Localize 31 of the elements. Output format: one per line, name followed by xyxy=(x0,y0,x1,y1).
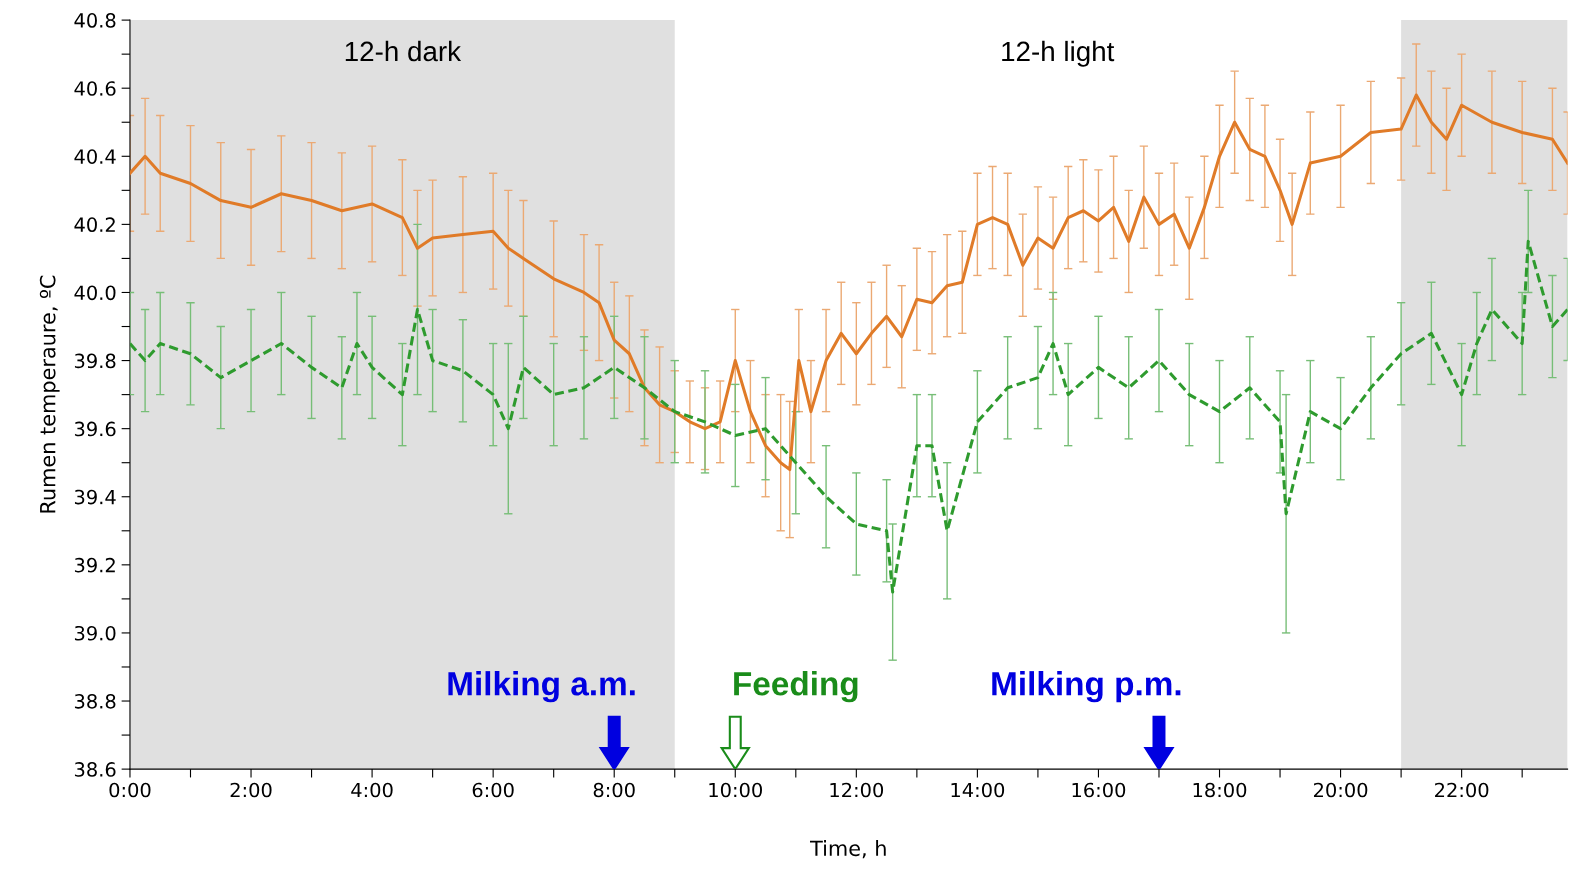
y-tick-label: 39.8 xyxy=(74,353,116,369)
y-tick-label: 40.0 xyxy=(74,285,116,301)
x-tick-label: 22:00 xyxy=(1435,782,1489,798)
x-tick-label: 14:00 xyxy=(951,782,1005,798)
x-tick-label: 16:00 xyxy=(1072,782,1126,798)
x-tick-label: 18:00 xyxy=(1193,782,1247,798)
x-tick-label: 6:00 xyxy=(472,782,514,798)
y-tick-label: 40.8 xyxy=(74,13,116,28)
x-tick-label: 20:00 xyxy=(1313,782,1368,798)
y-tick-label: 40.2 xyxy=(74,217,115,233)
x-tick-label: 4:00 xyxy=(351,782,393,798)
x-tick-label: 0:00 xyxy=(109,782,151,798)
y-tick-label: 39.0 xyxy=(74,625,116,641)
ref-line-label: Milking a.m. xyxy=(448,671,635,703)
x-tick-label: 12:00 xyxy=(830,782,884,798)
x-tick-label: 2:00 xyxy=(230,782,272,798)
band-label: 12-h dark xyxy=(345,40,462,62)
y-tick-label: 38.6 xyxy=(74,762,116,777)
y-tick-label: 39.2 xyxy=(74,557,115,573)
y-tick-label: 38.8 xyxy=(74,693,116,709)
y-tick-label: 40.6 xyxy=(74,81,116,96)
ref-line-label: Feeding xyxy=(734,671,858,703)
x-axis-title: Time, h xyxy=(810,840,886,859)
x-tick-label: 10:00 xyxy=(709,782,762,798)
y-tick-label: 39.4 xyxy=(74,489,116,505)
x-tick-label: 8:00 xyxy=(593,782,635,798)
ref-line-label: Milking p.m. xyxy=(992,671,1181,703)
y-tick-label: 39.6 xyxy=(74,421,116,437)
y-axis-title: Rumen temperaure, ºC xyxy=(39,275,60,513)
y-tick-label: 40.4 xyxy=(74,149,116,164)
annotation: 12-h light xyxy=(1002,40,1115,67)
